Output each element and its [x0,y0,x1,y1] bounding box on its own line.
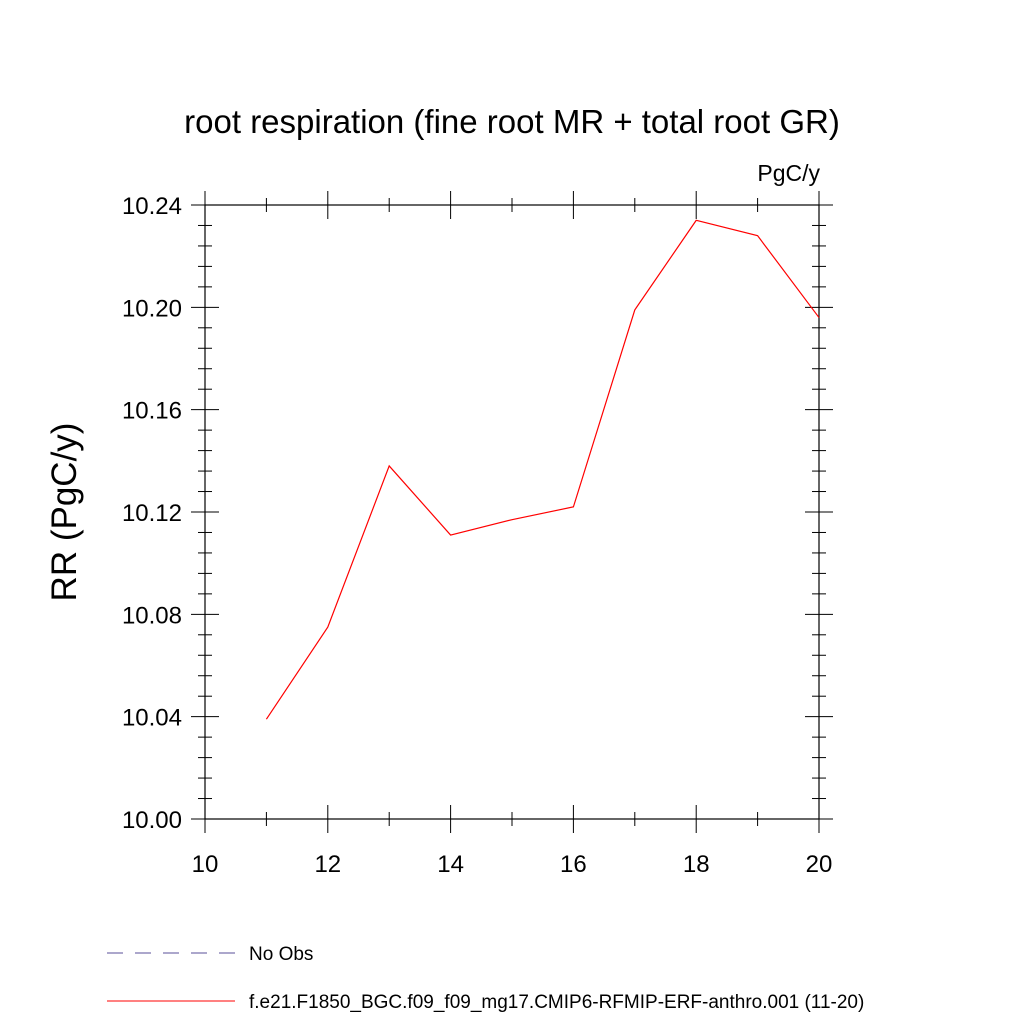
y-tick-label: 10.08 [122,602,182,629]
units-label: PgC/y [757,160,820,186]
y-tick-label: 10.24 [122,193,182,220]
axis-ticks [191,191,833,833]
x-tick-label: 16 [560,851,587,878]
legend: No Obs f.e21.F1850_BGC.f09_f09_mg17.CMIP6… [107,944,864,1013]
tick-labels: 10 12 14 16 18 20 10.00 10.04 10.08 10.12 10.16 10.… [122,193,832,878]
legend-label: No Obs [249,944,313,965]
x-tick-label: 12 [314,851,341,878]
x-tick-label: 20 [806,851,833,878]
y-tick-label: 10.04 [122,705,182,732]
series-layer [265,219,820,720]
y-tick-label: 10.20 [122,295,182,322]
y-tick-label: 10.16 [122,398,182,425]
legend-label: f.e21.F1850_BGC.f09_f09_mg17.CMIP6-RFMIP… [249,992,864,1013]
y-tick-label: 10.12 [122,500,182,527]
y-tick-label: 10.00 [122,807,182,834]
series-line [265,219,820,720]
y-axis-label: RR (PgC/y) [45,423,84,602]
plot-frame [204,204,820,820]
chart-title: root respiration (fine root MR + total r… [184,103,840,140]
x-tick-label: 14 [437,851,464,878]
x-tick-label: 18 [683,851,710,878]
x-tick-label: 10 [192,851,219,878]
